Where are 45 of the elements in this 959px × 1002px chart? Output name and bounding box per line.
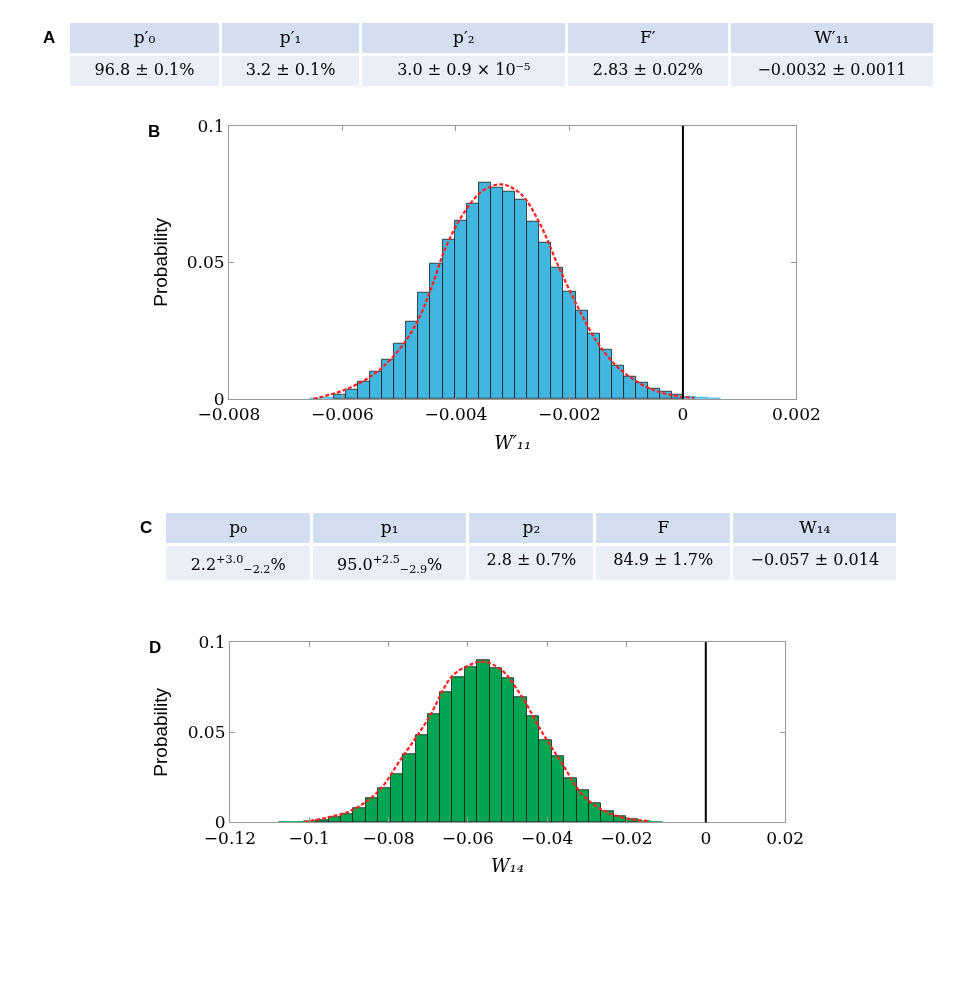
text: D — [149, 638, 162, 657]
category-label: p₁ — [380, 516, 399, 537]
text: B — [148, 122, 161, 141]
x-axis-title: W′₁₁ — [494, 431, 532, 453]
category-label: p′₀ — [133, 26, 156, 47]
category-label: p₀ — [229, 516, 248, 537]
x-tick-label: −0.1 — [288, 827, 330, 848]
x-tick-label: 0.02 — [766, 827, 805, 848]
category-label: F′ — [640, 26, 656, 47]
x-tick-label: −0.04 — [521, 827, 574, 848]
y-tick-label: 0.05 — [187, 722, 226, 743]
x-tick-label: −0.008 — [197, 404, 261, 425]
text: 96.8 ± 0.1% — [94, 59, 195, 79]
x-tick-label: 0 — [677, 404, 689, 425]
category-label: p₂ — [522, 516, 541, 537]
x-tick-label: −0.08 — [362, 827, 415, 848]
x-tick-label: −0.006 — [310, 404, 374, 425]
category-label: W₁₄ — [799, 516, 831, 537]
y-tick-label: 0.1 — [198, 632, 226, 653]
category-label: p′₂ — [453, 26, 475, 47]
x-tick-label: −0.06 — [441, 827, 494, 848]
text: 2.83 ± 0.02% — [592, 59, 703, 79]
y-tick-label: 0.1 — [197, 115, 225, 136]
text: A — [43, 28, 56, 47]
y-axis-title: Probability — [150, 687, 172, 777]
text: 3.0 ± 0.9 × 10⁻⁵ — [397, 59, 531, 79]
text: 3.2 ± 0.1% — [245, 59, 336, 79]
x-tick-label: 0.002 — [772, 404, 821, 425]
text: −0.0032 ± 0.0011 — [757, 59, 907, 79]
text: −0.057 ± 0.014 — [750, 549, 880, 569]
text: C — [140, 518, 153, 537]
x-axis-title: W₁₄ — [491, 854, 524, 876]
text: 95.0$^{+2.5}$$_{−2.9}$% — [337, 552, 443, 576]
category-label: F — [657, 516, 670, 537]
text: 2.2$^{+3.0}$$_{−2.2}$% — [190, 552, 286, 576]
text: 84.9 ± 1.7% — [613, 549, 714, 569]
category-label: p′₁ — [279, 26, 302, 47]
text: 2.8 ± 0.7% — [486, 549, 577, 569]
y-axis-title: Probability — [149, 217, 171, 307]
x-tick-label: −0.02 — [600, 827, 653, 848]
y-tick-label: 0.05 — [186, 252, 225, 273]
x-tick-label: 0 — [700, 827, 712, 848]
x-tick-label: −0.004 — [424, 404, 488, 425]
category-label: W′₁₁ — [814, 26, 850, 47]
x-tick-label: −0.002 — [537, 404, 601, 425]
